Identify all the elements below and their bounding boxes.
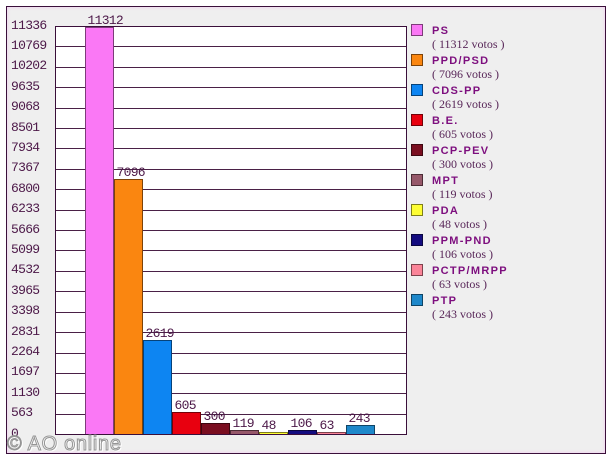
svg-text:© AO online: © AO online — [8, 434, 123, 456]
svg-text:© AO online: © AO online — [7, 433, 122, 455]
